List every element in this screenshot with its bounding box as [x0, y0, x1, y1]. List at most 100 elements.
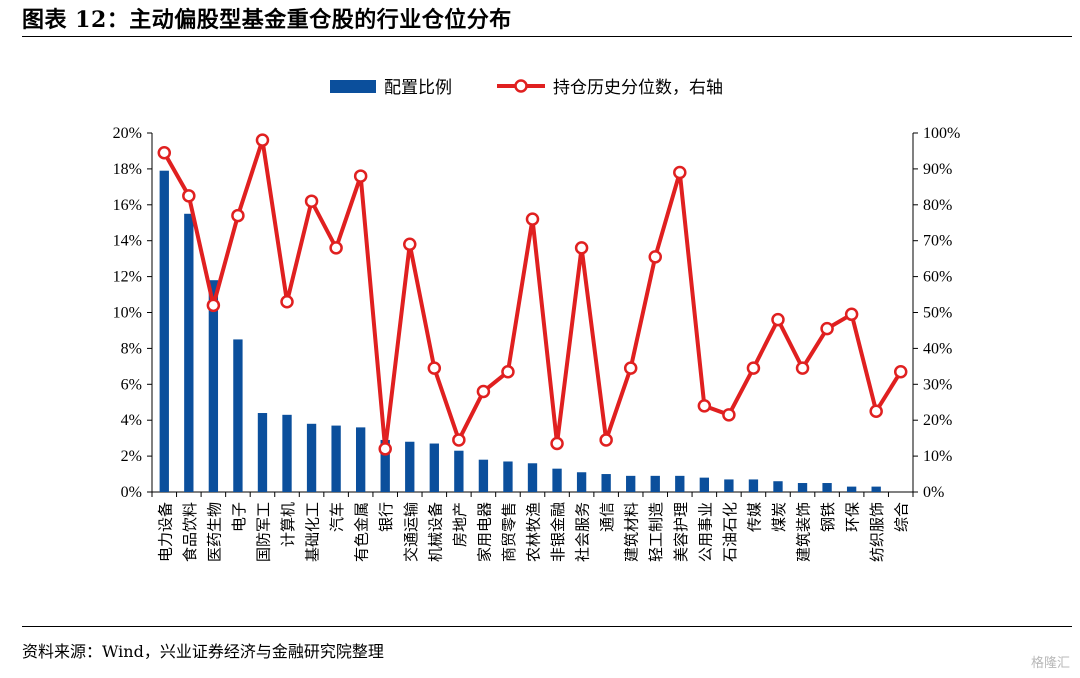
right-tick-label: 50%	[923, 305, 952, 322]
bar	[405, 441, 415, 492]
line-point	[280, 294, 294, 309]
line-point	[255, 133, 270, 147]
category-label: 石油石化	[721, 502, 739, 562]
line-point	[182, 189, 196, 203]
left-tick-label: 8%	[121, 340, 142, 357]
line-point	[673, 165, 687, 180]
bar	[380, 439, 390, 492]
left-tick-label: 4%	[121, 412, 142, 429]
line-point	[501, 364, 515, 379]
line-point	[550, 436, 564, 451]
category-label: 家用电器	[475, 502, 493, 562]
legend-bar-label: 配置比例	[384, 78, 452, 98]
left-tick-label: 16%	[113, 197, 142, 214]
bar	[478, 459, 489, 492]
right-tick-label: 0%	[923, 484, 944, 501]
percentile-line	[162, 138, 903, 451]
bar	[846, 486, 857, 492]
bar	[208, 280, 219, 492]
bar	[159, 170, 169, 492]
category-label: 银行	[377, 502, 395, 532]
legend-line-marker	[514, 79, 528, 93]
category-label: 建筑装饰	[795, 502, 813, 562]
category-label: 房地产	[451, 502, 469, 547]
category-label: 电力设备	[156, 502, 174, 562]
category-label: 机械设备	[426, 502, 444, 562]
category-label: 社会服务	[574, 502, 592, 562]
category-label: 商贸零售	[500, 502, 518, 562]
right-tick-label: 80%	[923, 197, 952, 214]
category-label: 食品饮料	[181, 502, 199, 562]
source-note: 资料来源：Wind，兴业证券经济与金融研究院整理	[22, 642, 384, 661]
bar	[331, 425, 341, 492]
left-tick-label: 14%	[113, 233, 142, 250]
line-point	[771, 312, 785, 327]
bar	[527, 463, 538, 492]
bar	[184, 213, 194, 492]
bar	[724, 479, 734, 492]
line-point	[304, 194, 319, 208]
line-point	[427, 361, 442, 375]
line-point	[599, 433, 613, 447]
left-tick-label: 20%	[113, 125, 142, 142]
bar	[871, 486, 881, 492]
category-label: 非银金融	[549, 502, 567, 562]
line-point	[869, 404, 883, 418]
bar	[748, 479, 759, 492]
line-point	[844, 307, 859, 322]
category-label: 通信	[598, 502, 616, 532]
legend: 配置比例 持仓历史分位数，右轴	[330, 78, 723, 98]
left-tick-label: 6%	[121, 376, 142, 393]
right-tick-label: 100%	[923, 125, 960, 142]
bar	[650, 475, 660, 492]
line-point	[795, 361, 810, 375]
line-point	[893, 364, 908, 379]
category-label: 农林牧渔	[525, 502, 543, 562]
bar	[773, 481, 783, 492]
watermark-text: 格隆汇	[1030, 656, 1070, 671]
category-label: 电子	[230, 502, 248, 532]
bar	[626, 475, 636, 492]
category-label: 汽车	[328, 502, 346, 532]
category-label: 综合	[893, 502, 911, 532]
bar	[233, 339, 243, 492]
line-series	[157, 133, 908, 456]
line-point	[452, 433, 466, 447]
category-label: 纺织服饰	[868, 502, 886, 562]
category-label: 国防军工	[254, 502, 272, 562]
category-label: 环保	[844, 502, 862, 532]
line-point	[525, 212, 540, 226]
line-point	[574, 241, 589, 255]
bar	[797, 483, 808, 492]
right-tick-label: 30%	[923, 376, 952, 393]
category-label: 交通运输	[402, 502, 420, 562]
bar	[822, 483, 832, 492]
bar	[429, 443, 439, 492]
bar	[306, 423, 317, 492]
bar	[503, 461, 513, 492]
line-point	[648, 250, 662, 264]
right-tick-label: 70%	[923, 233, 952, 250]
bar	[576, 472, 587, 492]
watermark-logo: 格隆汇	[1031, 652, 1070, 671]
category-labels: 电力设备 食品饮料 医药生物 电子 国防军工 计算机 基础化工 汽车 有色金属 银行 交通运输 机械设…	[156, 502, 910, 562]
title-divider	[22, 36, 1072, 37]
line-point	[378, 442, 392, 456]
category-label: 有色金属	[353, 502, 371, 562]
right-tick-label: 60%	[923, 269, 952, 286]
legend-bar-swatch	[330, 80, 376, 93]
category-label: 传媒	[745, 502, 763, 532]
category-label: 美容护理	[672, 502, 690, 562]
category-label: 煤炭	[770, 502, 788, 532]
bar	[601, 474, 611, 492]
axes: 0% 2% 4% 6% 8% 10% 12% 14% 16% 18% 20% 0% 10% 20% 30% 4…	[113, 125, 961, 501]
line-point	[329, 241, 343, 255]
left-tick-label: 12%	[113, 269, 142, 286]
legend-line-label: 持仓历史分位数，右轴	[553, 78, 723, 98]
bar-series	[159, 170, 881, 492]
bar	[675, 475, 685, 492]
bar	[282, 414, 292, 492]
left-tick-label: 2%	[121, 448, 142, 465]
category-label: 计算机	[279, 502, 297, 547]
left-tick-label: 18%	[113, 161, 142, 178]
